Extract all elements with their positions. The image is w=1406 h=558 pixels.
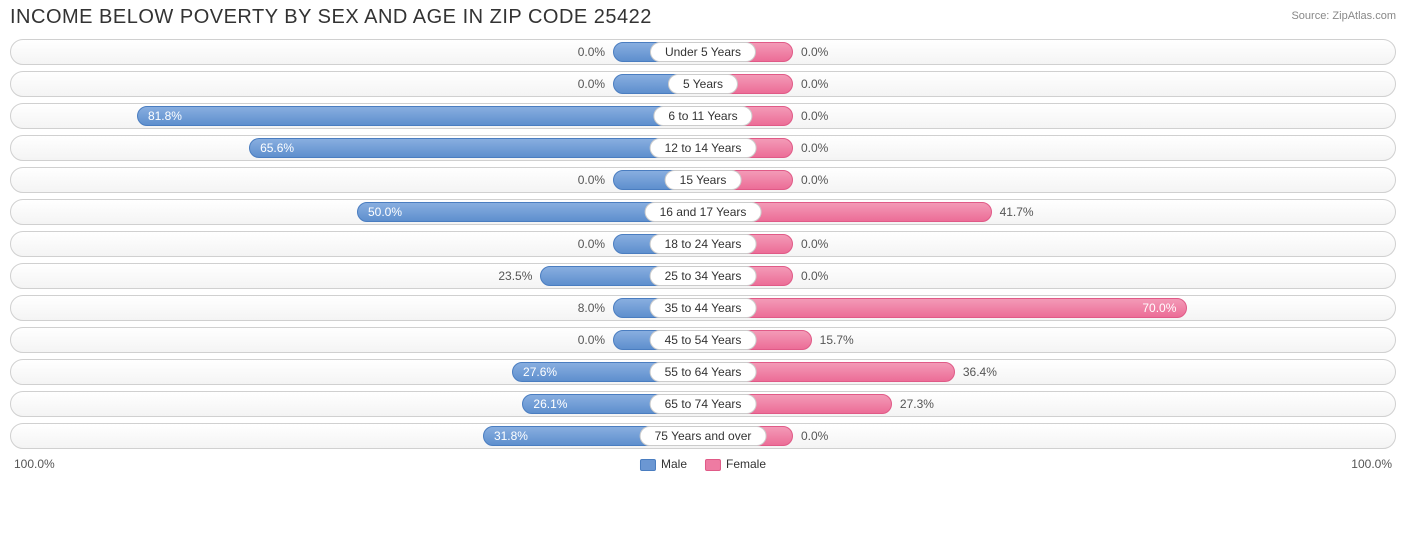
male-value-label: 0.0% xyxy=(570,77,613,91)
axis-max-right: 100.0% xyxy=(1351,457,1392,471)
age-group-label: 65 to 74 Years xyxy=(650,394,757,414)
chart-row: 81.8% 0.0% 6 to 11 Years xyxy=(10,103,1396,129)
age-group-label: 55 to 64 Years xyxy=(650,362,757,382)
female-value-label: 36.4% xyxy=(955,365,1005,379)
female-value-label: 27.3% xyxy=(892,397,942,411)
chart-row: 65.6% 0.0% 12 to 14 Years xyxy=(10,135,1396,161)
age-group-label: 15 Years xyxy=(665,170,742,190)
chart-row: 50.0%41.7%16 and 17 Years xyxy=(10,199,1396,225)
chart-row: 8.0% 70.0%35 to 44 Years xyxy=(10,295,1396,321)
chart-title: INCOME BELOW POVERTY BY SEX AND AGE IN Z… xyxy=(10,6,652,29)
chart-row: 27.6%36.4%55 to 64 Years xyxy=(10,359,1396,385)
female-value-label: 0.0% xyxy=(793,429,836,443)
female-bar: 70.0% xyxy=(703,298,1187,318)
female-value-label: 0.0% xyxy=(793,77,836,91)
female-value-label: 0.0% xyxy=(793,269,836,283)
chart-row: 0.0% 0.0% 18 to 24 Years xyxy=(10,231,1396,257)
age-group-label: 75 Years and over xyxy=(640,426,767,446)
female-value-label: 0.0% xyxy=(793,237,836,251)
axis-max-left: 100.0% xyxy=(14,457,55,471)
chart-row: 0.0% 0.0% 15 Years xyxy=(10,167,1396,193)
chart-row: 0.0% 0.0% 5 Years xyxy=(10,71,1396,97)
female-value-label: 0.0% xyxy=(793,173,836,187)
female-value-label: 0.0% xyxy=(793,109,836,123)
legend-female: Female xyxy=(705,457,766,471)
male-bar: 81.8% xyxy=(137,106,703,126)
chart-row: 31.8%0.0%75 Years and over xyxy=(10,423,1396,449)
age-group-label: 25 to 34 Years xyxy=(650,266,757,286)
age-group-label: 18 to 24 Years xyxy=(650,234,757,254)
chart-row: 23.5% 0.0% 25 to 34 Years xyxy=(10,263,1396,289)
age-group-label: 16 and 17 Years xyxy=(645,202,762,222)
male-value-label: 0.0% xyxy=(570,173,613,187)
age-group-label: 12 to 14 Years xyxy=(650,138,757,158)
chart-row: 26.1%27.3%65 to 74 Years xyxy=(10,391,1396,417)
chart-row: 0.0% 15.7% 45 to 54 Years xyxy=(10,327,1396,353)
age-group-label: Under 5 Years xyxy=(650,42,756,62)
age-group-label: 5 Years xyxy=(668,74,738,94)
legend-male: Male xyxy=(640,457,687,471)
female-value-label: 15.7% xyxy=(812,333,862,347)
legend: Male Female xyxy=(640,457,766,471)
source-attribution: Source: ZipAtlas.com xyxy=(1291,6,1396,22)
male-value-label: 8.0% xyxy=(570,301,613,315)
male-bar: 65.6% xyxy=(249,138,703,158)
legend-female-label: Female xyxy=(726,457,766,471)
male-value-label: 0.0% xyxy=(570,237,613,251)
male-value-label: 23.5% xyxy=(490,269,540,283)
male-value-label: 0.0% xyxy=(570,333,613,347)
female-swatch-icon xyxy=(705,459,721,471)
female-value-label: 0.0% xyxy=(793,141,836,155)
chart-rows-container: 0.0% 0.0% Under 5 Years 0.0% 0.0% 5 Years 81.8… xyxy=(10,39,1396,449)
age-group-label: 6 to 11 Years xyxy=(653,106,752,126)
female-value-label: 41.7% xyxy=(992,205,1042,219)
male-swatch-icon xyxy=(640,459,656,471)
chart-row: 0.0% 0.0% Under 5 Years xyxy=(10,39,1396,65)
age-group-label: 45 to 54 Years xyxy=(650,330,757,350)
male-value-label: 0.0% xyxy=(570,45,613,59)
age-group-label: 35 to 44 Years xyxy=(650,298,757,318)
legend-male-label: Male xyxy=(661,457,687,471)
female-value-label: 0.0% xyxy=(793,45,836,59)
